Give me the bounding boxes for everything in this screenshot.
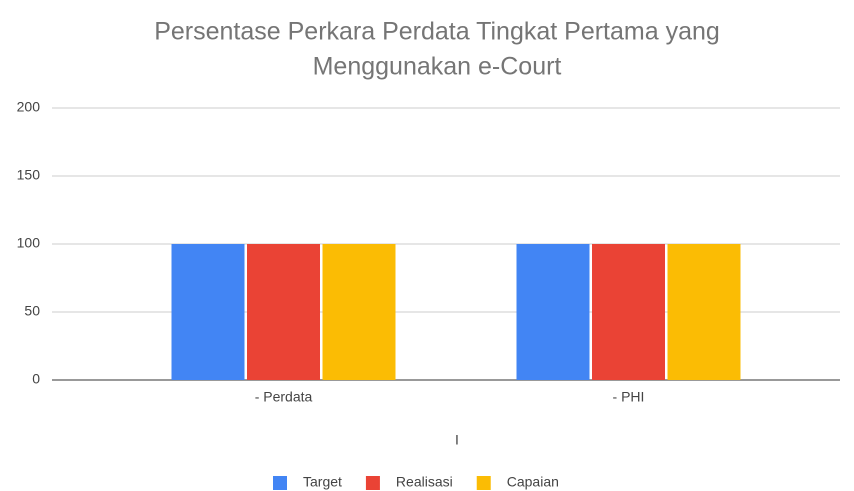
- x-tick-label: - Perdata: [255, 389, 313, 405]
- chart-title: Persentase Perkara Perdata Tingkat Perta…: [154, 18, 720, 46]
- y-tick-label: 150: [17, 167, 41, 183]
- chart-title: Menggunakan e-Court: [313, 53, 562, 81]
- legend-label: Capaian: [507, 474, 559, 490]
- legend-swatch: [365, 476, 380, 490]
- bar: [592, 244, 665, 380]
- legend-label: Realisasi: [396, 474, 453, 490]
- legend-swatch: [476, 476, 491, 490]
- y-tick-label: 0: [32, 371, 40, 387]
- x-axis-label: I: [455, 432, 459, 448]
- bar: [171, 244, 245, 380]
- bar: [322, 244, 396, 380]
- bar: [667, 244, 741, 380]
- bar: [247, 244, 320, 380]
- y-tick-label: 100: [17, 235, 41, 251]
- legend-label: Target: [303, 474, 342, 490]
- y-tick-label: 200: [17, 99, 41, 115]
- bar: [516, 244, 590, 380]
- y-tick-label: 50: [24, 303, 40, 319]
- x-tick-label: - PHI: [613, 389, 645, 405]
- legend-swatch: [273, 476, 287, 490]
